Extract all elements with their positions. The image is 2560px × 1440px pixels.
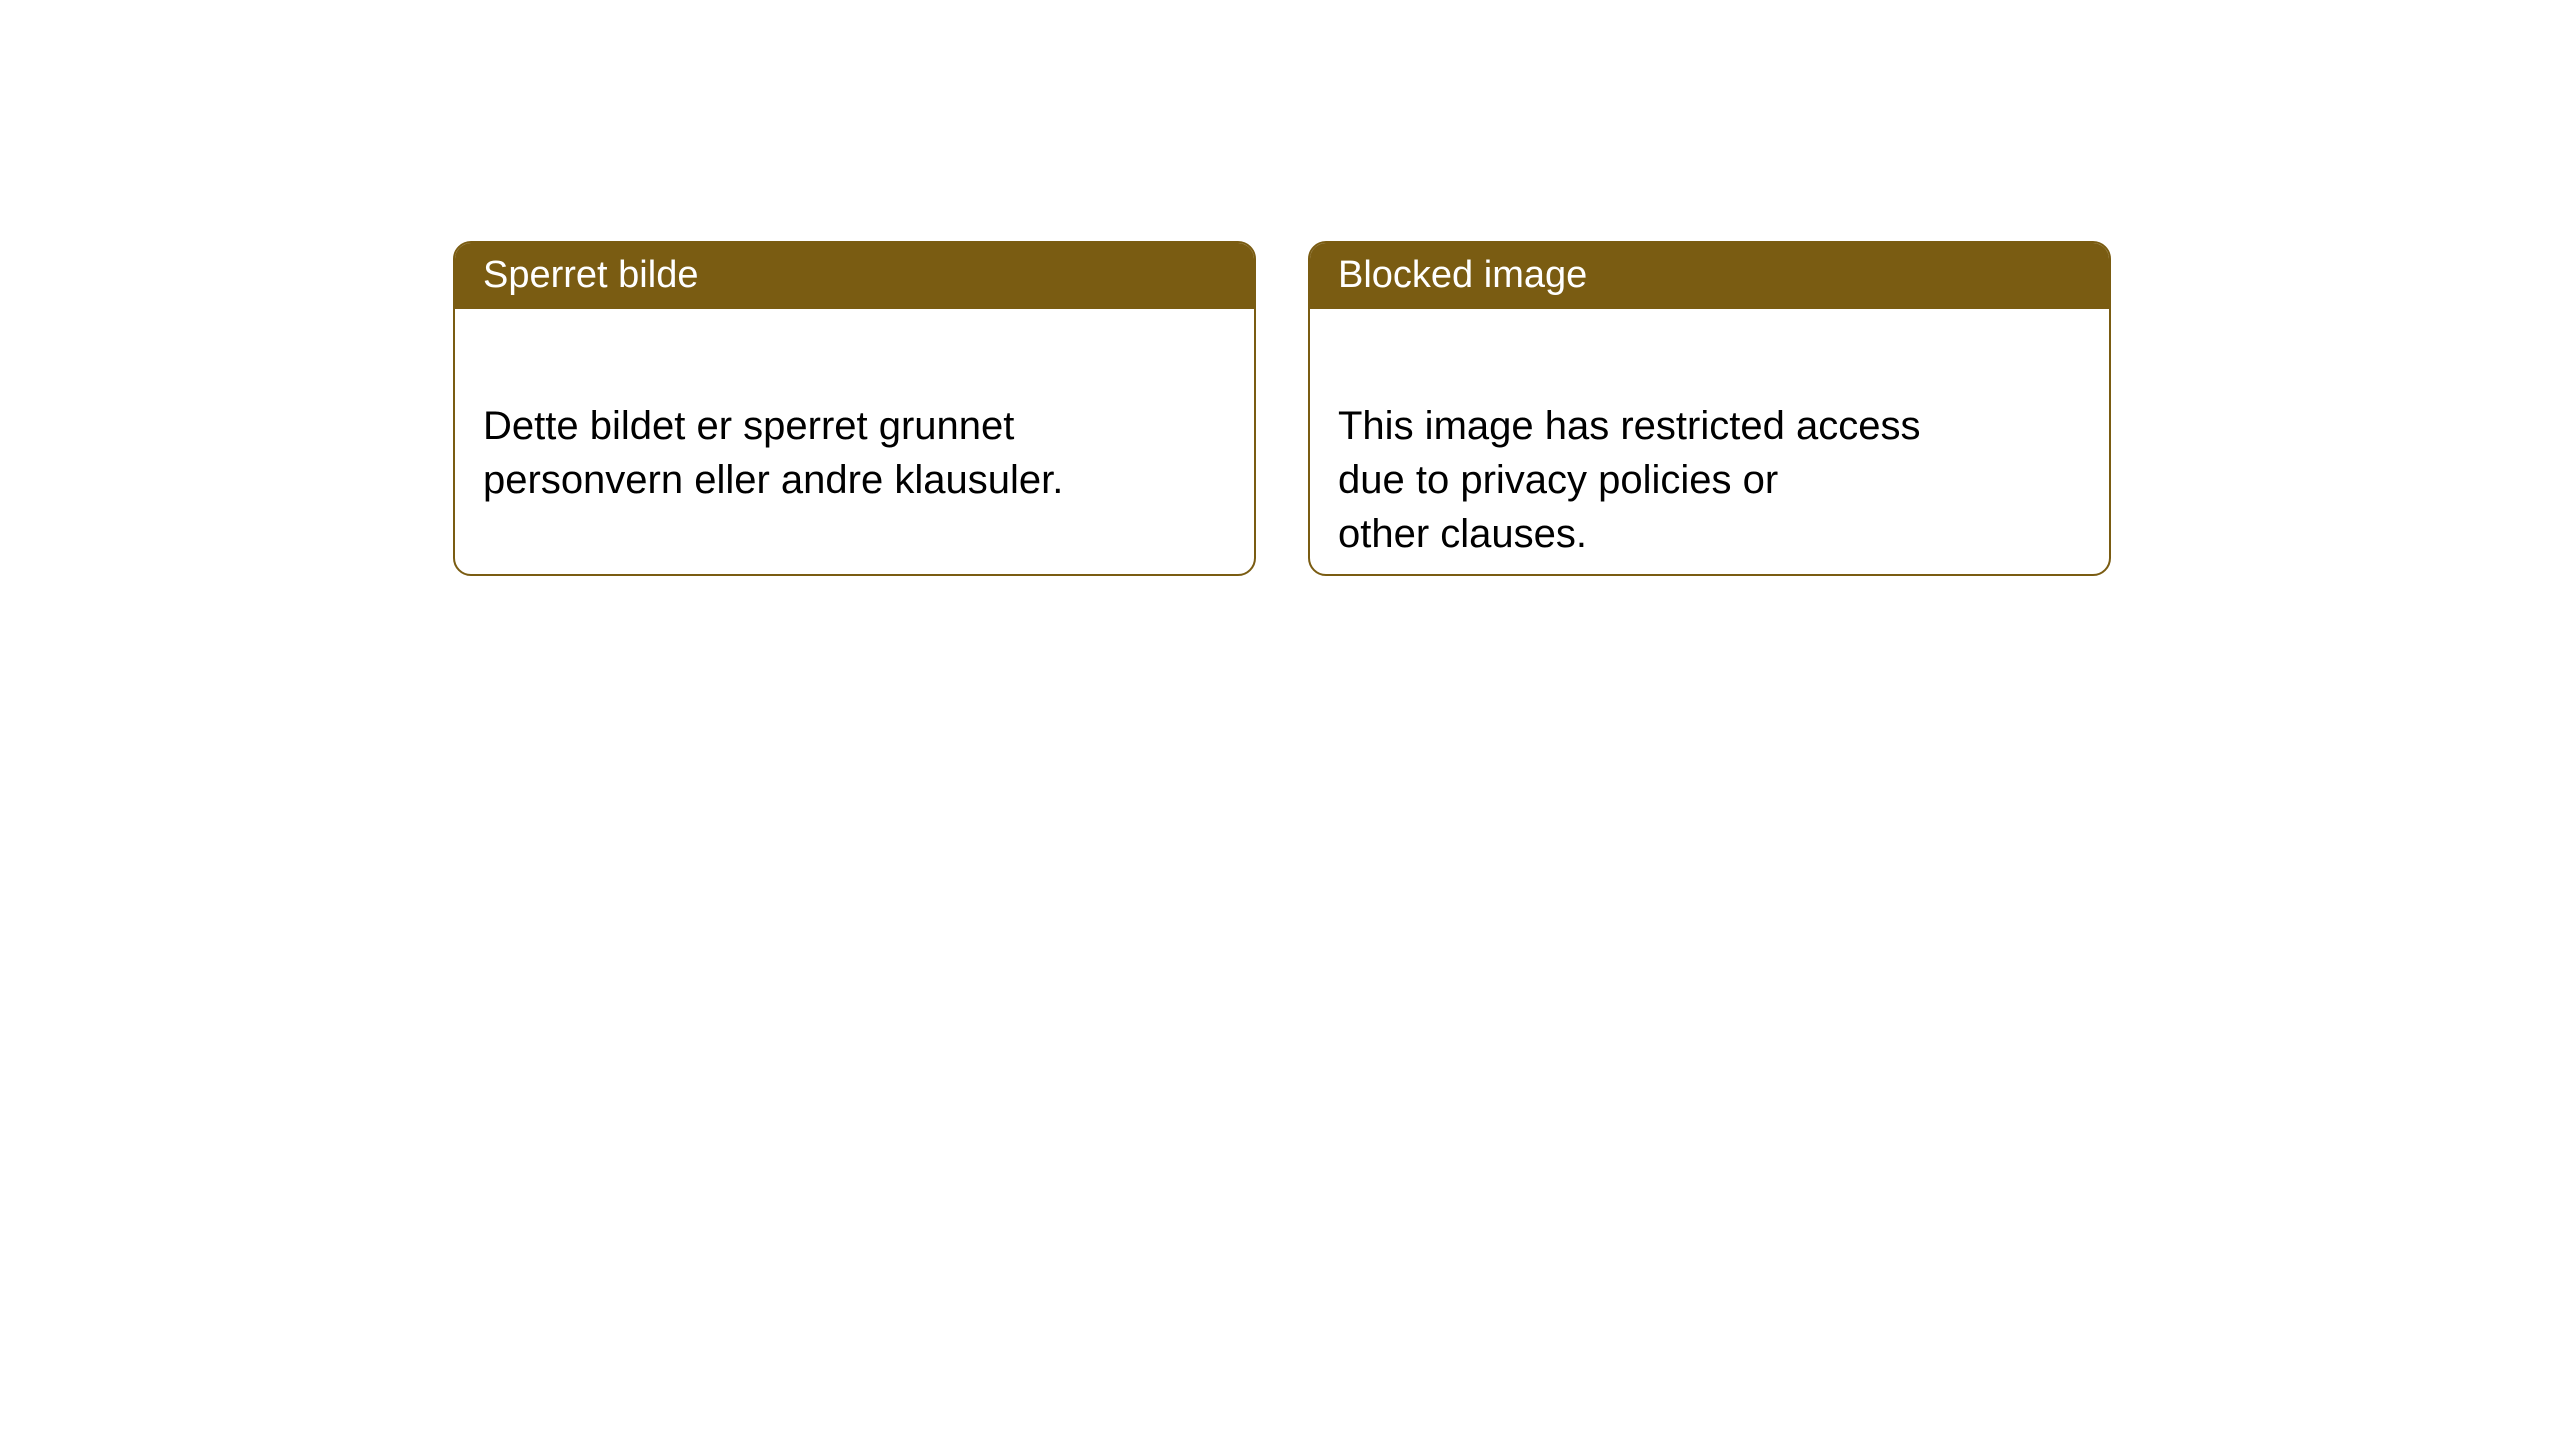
card-header-english: Blocked image — [1310, 243, 2109, 309]
card-text-norwegian: Dette bildet er sperret grunnet personve… — [483, 404, 1063, 502]
card-text-english: This image has restricted access due to … — [1338, 404, 1920, 556]
card-header-norwegian: Sperret bilde — [455, 243, 1254, 309]
notice-card-english: Blocked image This image has restricted … — [1308, 241, 2111, 576]
card-title-norwegian: Sperret bilde — [483, 254, 698, 296]
card-body-english: This image has restricted access due to … — [1310, 309, 2109, 576]
notice-card-norwegian: Sperret bilde Dette bildet er sperret gr… — [453, 241, 1256, 576]
card-title-english: Blocked image — [1338, 254, 1587, 296]
card-body-norwegian: Dette bildet er sperret grunnet personve… — [455, 309, 1254, 543]
notice-container: Sperret bilde Dette bildet er sperret gr… — [453, 241, 2111, 576]
